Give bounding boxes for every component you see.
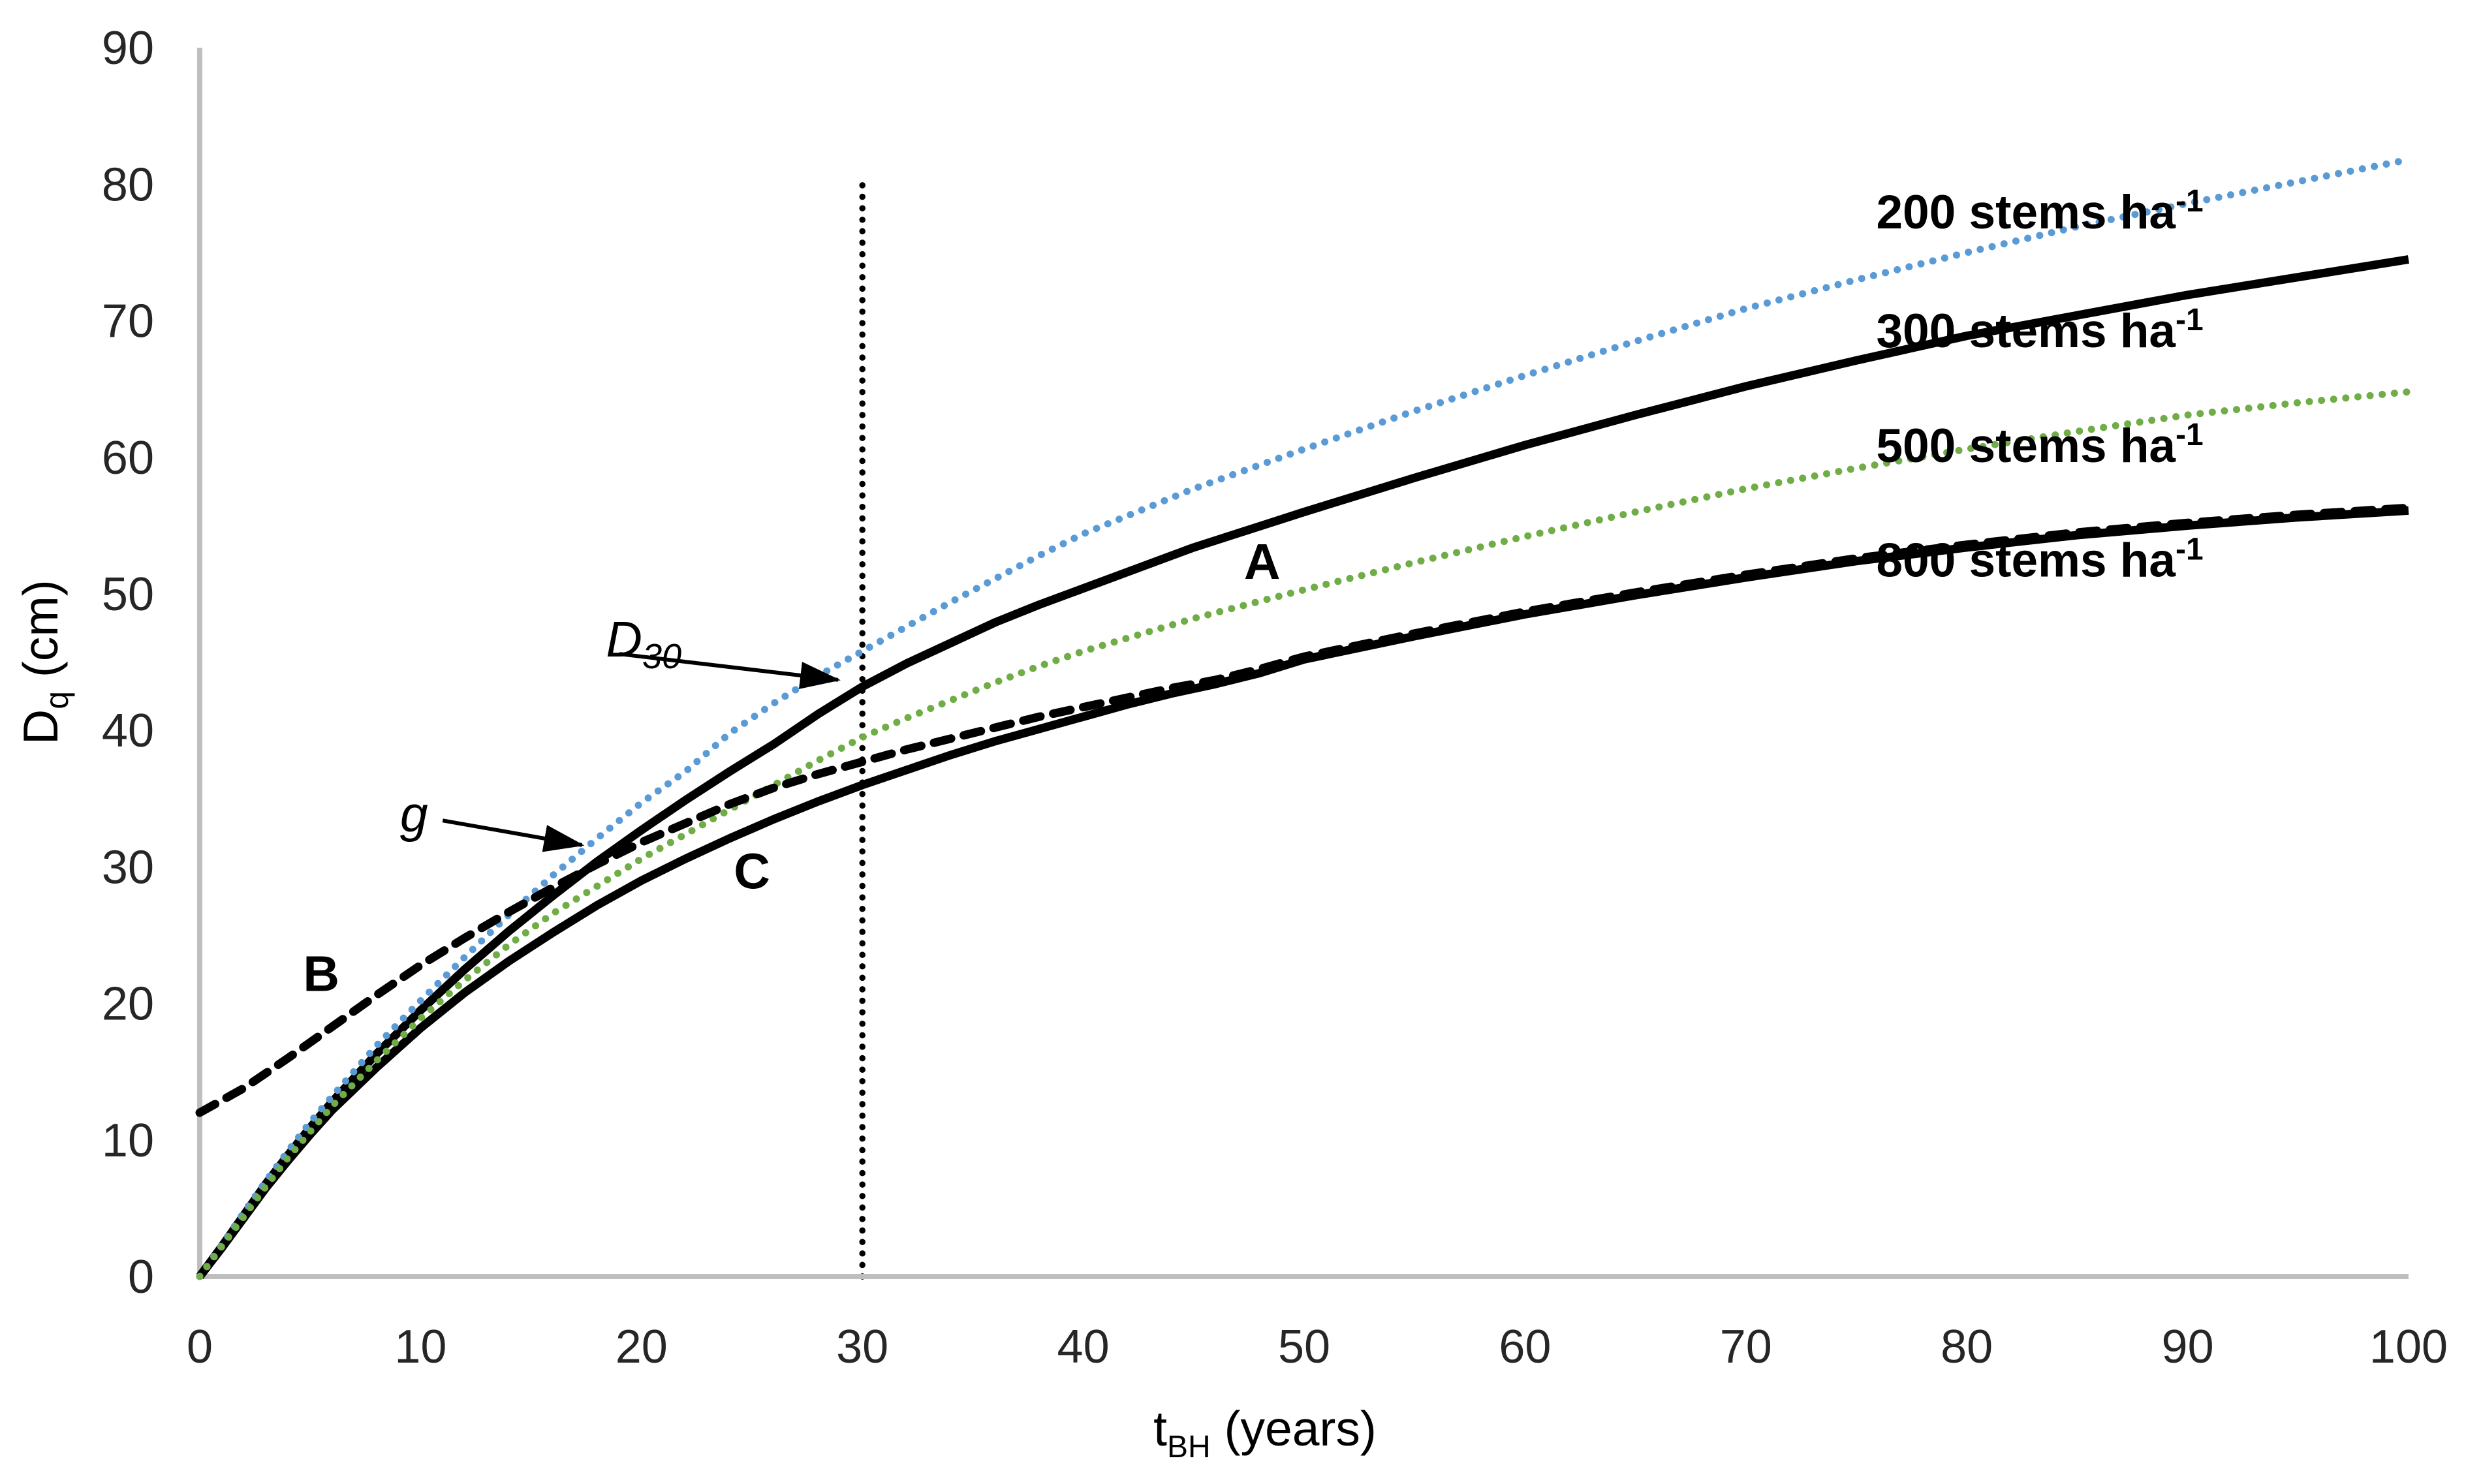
annotation-arrow-d30 — [619, 652, 841, 689]
series-b-thinned-dashed--curve — [195, 503, 2413, 1117]
x-tick-label: 10 — [394, 1321, 446, 1373]
series-800-stems-ha-1-curve — [196, 506, 2409, 1279]
x-tick-label: 60 — [1499, 1321, 1551, 1373]
x-tick-label: 100 — [2369, 1321, 2448, 1373]
annotation-g: g — [400, 786, 428, 842]
x-tick-label: 90 — [2162, 1321, 2214, 1373]
series-500-stems-ha-1-curve — [196, 388, 2412, 1280]
y-tick-label: 70 — [102, 296, 154, 348]
x-tick-label: 70 — [1720, 1321, 1772, 1373]
curve-letter-c: C — [734, 844, 770, 900]
x-tick-label: 50 — [1278, 1321, 1330, 1373]
y-tick-label: 40 — [102, 705, 154, 757]
y-tick-label: 60 — [102, 432, 154, 484]
x-tick-label: 80 — [1941, 1321, 1993, 1373]
series-label-500-stems-ha: 500 stems ha-1 — [1876, 418, 2203, 472]
curve-letter-a: A — [1244, 534, 1281, 590]
y-tick-label: 30 — [102, 841, 154, 893]
curve-letter-b: B — [303, 946, 339, 1002]
series-label-300-stems-ha: 300 stems ha-1 — [1876, 303, 2203, 358]
x-tick-label: 30 — [836, 1321, 888, 1373]
x-axis-title: tBH (years) — [1153, 1401, 1377, 1464]
y-tick-label: 50 — [102, 568, 154, 621]
x-tick-label: 20 — [616, 1321, 668, 1373]
x-tick-label: 40 — [1057, 1321, 1110, 1373]
y-tick-label: 0 — [128, 1251, 154, 1303]
series-label-200-stems-ha: 200 stems ha-1 — [1876, 184, 2203, 239]
series-300-stems-ha-1-curve — [196, 255, 2410, 1279]
y-tick-label: 80 — [102, 159, 154, 211]
y-tick-label: 10 — [102, 1115, 154, 1167]
y-tick-label: 20 — [102, 978, 154, 1030]
x-tick-label: 0 — [187, 1321, 213, 1373]
series-label-800-stems-ha: 800 stems ha-1 — [1876, 533, 2203, 587]
y-axis-title: Dq (cm) — [13, 580, 75, 745]
annotation-d30: D30 — [606, 611, 681, 676]
y-tick-label: 90 — [102, 22, 154, 74]
annotation-arrow-g — [442, 818, 585, 852]
svg-text:Dq (cm): Dq (cm) — [13, 580, 75, 745]
